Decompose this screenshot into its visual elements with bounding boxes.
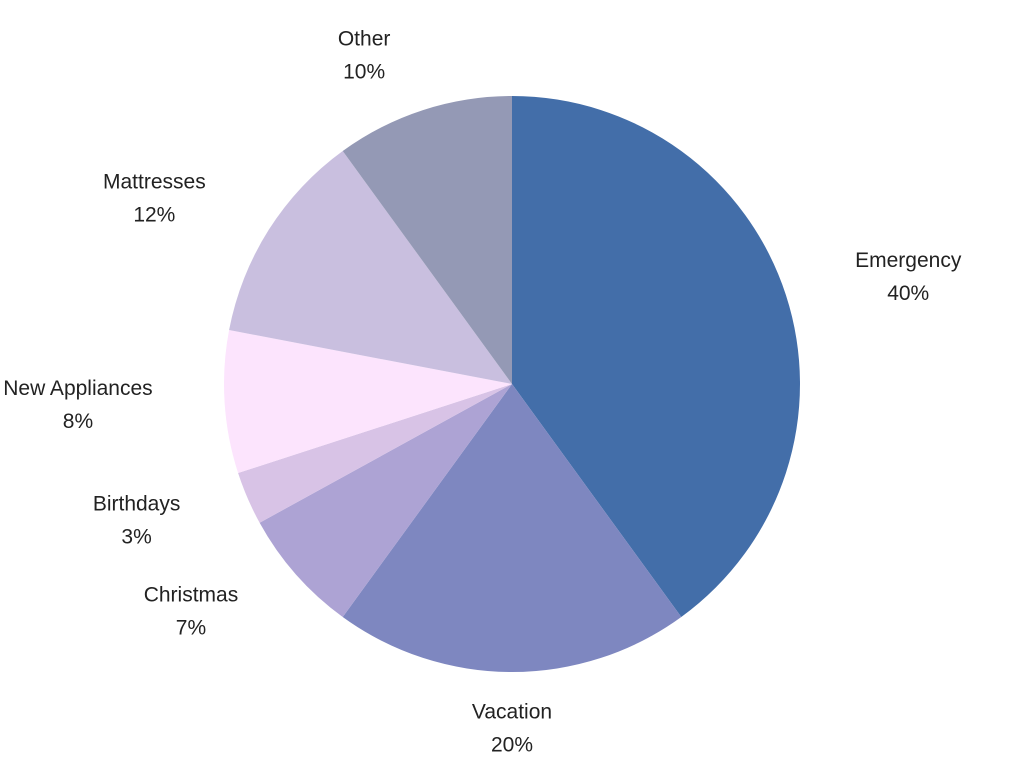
slice-value-label: 12% [133, 204, 175, 227]
slice-value-label: 7% [176, 617, 206, 640]
slice-label: Emergency [855, 249, 962, 272]
slice-value-label: 40% [887, 282, 929, 305]
slice-label: Mattresses [103, 171, 206, 194]
pie-slice [229, 151, 513, 384]
slice-label: Birthdays [93, 493, 181, 516]
slice-label: Vacation [472, 701, 552, 724]
slice-value-label: 10% [343, 60, 385, 83]
slice-label: Christmas [144, 584, 239, 607]
pie-slice [342, 384, 682, 672]
pie-slice [342, 96, 512, 384]
pie-slice [512, 96, 801, 617]
pie-slice [238, 384, 513, 523]
slice-value-label: 8% [63, 410, 93, 433]
pie-slice [224, 330, 512, 473]
slice-label: Other [338, 27, 391, 50]
slice-value-label: 3% [121, 526, 151, 549]
slice-label: New Appliances [3, 377, 152, 400]
slice-value-label: 20% [491, 734, 533, 757]
pie-slice [259, 384, 512, 617]
